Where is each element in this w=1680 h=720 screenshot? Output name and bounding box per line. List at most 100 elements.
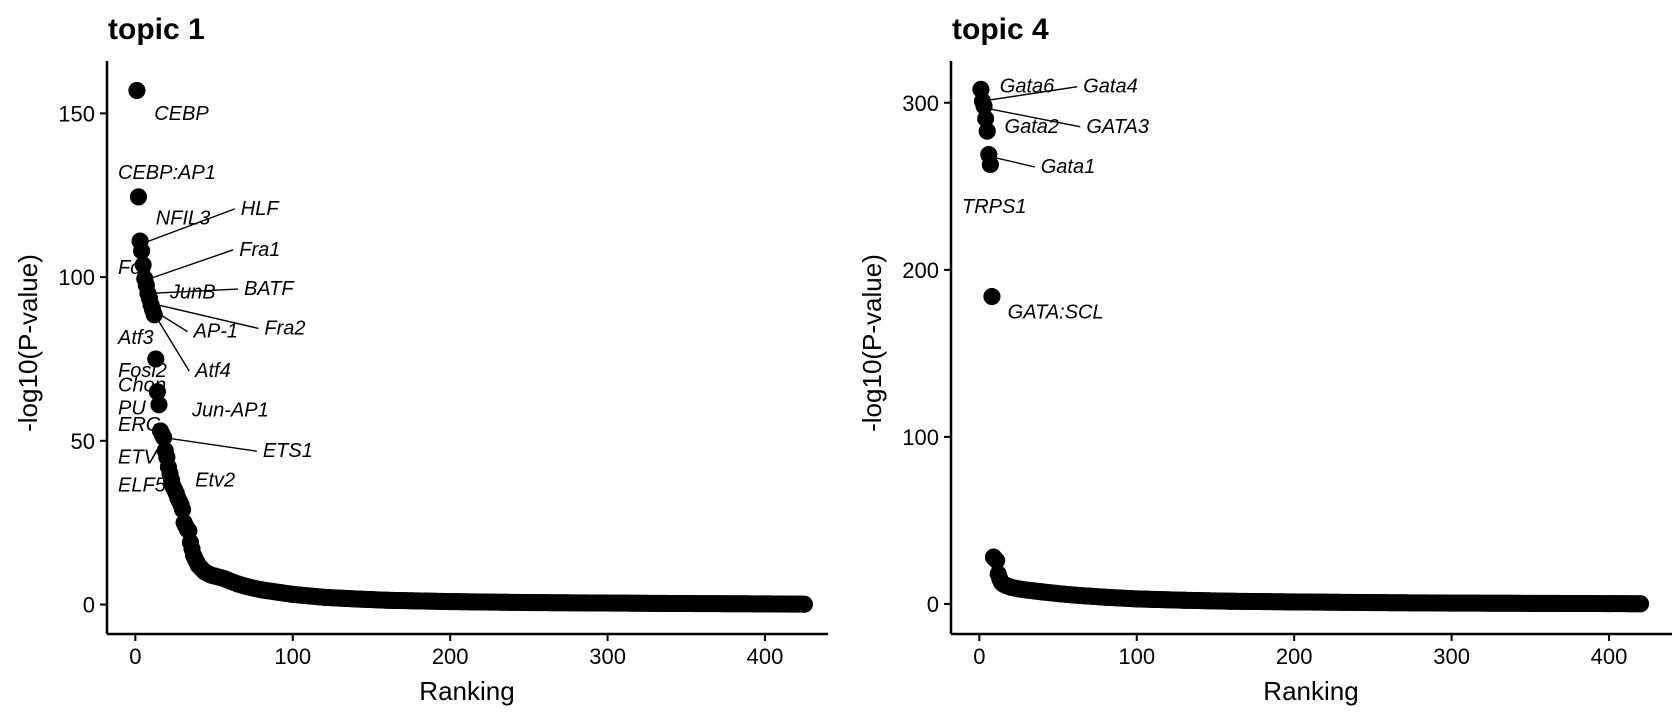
data-point [1364,594,1382,612]
data-point [981,156,999,174]
point-label: CEBP:AP1 [118,162,216,184]
points [972,80,1650,613]
point-label: TRPS1 [962,196,1026,218]
data-point [1096,588,1114,606]
label-leader-line [139,208,236,246]
data-point [150,396,168,414]
point-label: ERG [118,414,161,436]
data-point [148,383,166,401]
point-label: Chop [118,375,166,397]
data-point [1443,594,1461,612]
data-point [978,122,996,140]
data-point [284,585,302,603]
data-point [677,595,695,613]
data-point [1128,590,1146,608]
point-label: NFIL3 [156,208,210,230]
point-label: Etv2 [195,470,235,492]
x-tick-label: 200 [1276,644,1313,669]
point-labels: CEBP CEBP:AP1 NFIL3 HLF Fra1 Fos JunB BATF AP-1 F… [117,103,313,497]
data-point [1521,594,1539,612]
point-label: Atf4 [194,360,231,382]
point-label: ETV [118,447,159,469]
data-point [268,583,286,601]
point-label: HLF [241,198,281,220]
point-label: PU [118,398,146,420]
point-label: Gata1 [1041,156,1095,178]
data-point [1285,593,1303,611]
data-point [252,581,270,599]
x-tick-label: 100 [274,644,311,669]
data-point [1632,595,1650,613]
panel-title: topic 1 [108,13,205,46]
ticks: 0 100 200 300 400 0 50 100 150 [58,101,783,669]
x-tick-label: 200 [432,644,469,669]
label-leader-line [163,436,257,452]
y-tick-label: 200 [902,258,939,283]
x-axis-label: Ranking [419,676,514,706]
x-tick-label: 400 [1591,644,1628,669]
point-labels: Gata6 Gata4 Gata2 GATA3 Gata1 TRPS1 GATA:SCL [962,76,1149,324]
point-label: Fosl2 [118,360,167,382]
point-label: Fra2 [264,317,305,339]
label-leader-line [983,107,1081,128]
x-tick-label: 400 [747,644,784,669]
y-tick-label: 300 [902,91,939,116]
points [128,81,813,613]
point-label: Fos [118,257,151,279]
point-label: ELF5 [118,475,167,497]
point-label: JunB [169,281,216,303]
point-label: Gata4 [1083,76,1137,98]
y-tick-label: 100 [58,265,95,290]
data-point [347,590,365,608]
data-point [756,595,774,613]
data-point [520,594,538,612]
data-point [988,551,1006,569]
data-point [983,288,1001,306]
data-point [1065,586,1083,604]
data-point [315,588,333,606]
point-label: AP-1 [193,321,238,343]
y-tick-label: 100 [902,425,939,450]
data-point [441,593,459,611]
label-leader-line [147,288,238,295]
x-axis-label: Ranking [1263,676,1358,706]
label-leader-line [155,316,190,372]
x-tick-label: 300 [1433,644,1470,669]
x-tick-label: 0 [129,644,141,669]
panel-topic-4: topic 4 Ranking -log10(P-value) 0 100 200 3… [857,13,1672,706]
point-label: CEBP [154,103,209,125]
data-point [599,594,617,612]
x-tick-label: 300 [589,644,626,669]
y-tick-label: 50 [71,429,95,454]
data-point [795,595,813,613]
data-point [1175,591,1193,609]
point-label: Gata2 [1005,116,1059,138]
data-point [133,242,151,260]
data-point [155,429,173,447]
data-point [129,188,147,206]
data-point [378,591,396,609]
data-point [174,501,192,519]
data-point [128,81,146,99]
data-point [1033,583,1051,601]
y-axis-label: -log10(P-value) [857,254,887,432]
data-point [975,97,993,115]
data-point [145,306,163,324]
point-label: Gata6 [1000,76,1055,98]
point-label: GATA3 [1086,116,1149,138]
label-leader-line [144,249,234,282]
label-leaders [139,208,259,452]
point-label: Fra1 [239,239,280,261]
data-point [134,256,152,274]
panel-topic-1: topic 1 Ranking -log10(P-value) 0 100 200 3… [13,13,828,706]
data-point [977,110,995,128]
y-axis-label: -log10(P-value) [13,254,43,432]
data-point [1049,585,1067,603]
point-label: Atf3 [117,327,154,349]
ticks: 0 100 200 300 400 0 100 200 300 [902,91,1627,669]
label-leader-line [982,86,1078,102]
x-tick-label: 0 [973,644,985,669]
point-label: GATA:SCL [1008,301,1104,323]
y-tick-label: 0 [83,593,95,618]
